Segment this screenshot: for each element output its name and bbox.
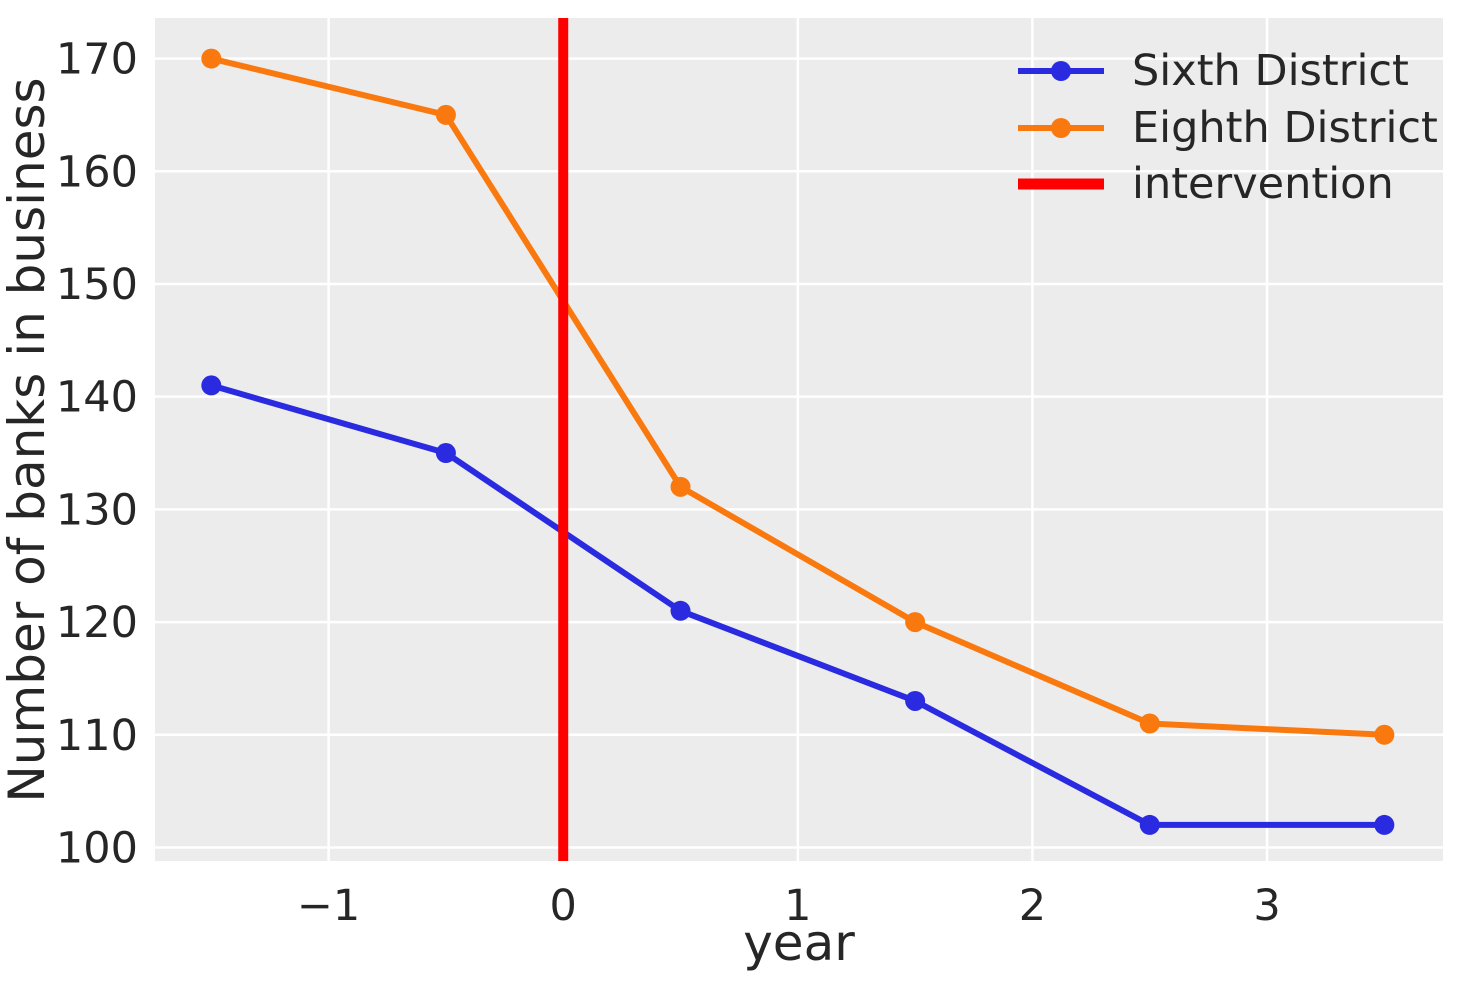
data-point	[1374, 814, 1395, 835]
legend-marker-dot-eighth-district	[1051, 118, 1071, 138]
legend-label-intervention: intervention	[1132, 159, 1394, 209]
y-tick-label: 150	[56, 260, 138, 310]
legend-label-sixth-district: Sixth District	[1132, 46, 1409, 96]
legend-label-eighth-district: Eighth District	[1132, 103, 1438, 153]
data-point	[905, 690, 926, 711]
data-point	[670, 600, 691, 621]
data-point	[670, 476, 691, 497]
series-line-0	[210, 382, 1385, 828]
data-point	[201, 48, 222, 69]
y-tick-label: 130	[56, 485, 138, 535]
data-point	[201, 375, 222, 396]
y-axis-label: Number of banks in business	[0, 77, 56, 802]
y-tick-label: 120	[56, 598, 138, 648]
x-tick-label: 0	[550, 881, 577, 931]
legend-marker-dot-sixth-district	[1051, 61, 1071, 81]
series-line-1	[210, 55, 1385, 738]
y-tick-label: 170	[56, 35, 138, 85]
data-point	[1374, 724, 1395, 745]
x-tick-label: 1	[784, 881, 811, 931]
y-tick-label: 160	[56, 147, 138, 197]
data-point	[1139, 713, 1160, 734]
legend: Sixth District Eighth District intervent…	[1018, 46, 1438, 209]
y-tick-label: 100	[56, 823, 138, 873]
plot-area: −1 0 1 2 3 100 110 120 130 140 150 160 170	[56, 18, 1443, 931]
x-axis-label: year	[743, 914, 855, 972]
y-tick-label: 140	[56, 373, 138, 423]
data-point	[435, 104, 456, 125]
data-point	[435, 443, 456, 464]
data-point	[905, 612, 926, 633]
data-point	[1139, 814, 1160, 835]
x-tick-label: 2	[1019, 881, 1046, 931]
x-tick-label: −1	[297, 881, 360, 931]
x-tick-label: 3	[1253, 881, 1280, 931]
y-tick-label: 110	[56, 711, 138, 761]
